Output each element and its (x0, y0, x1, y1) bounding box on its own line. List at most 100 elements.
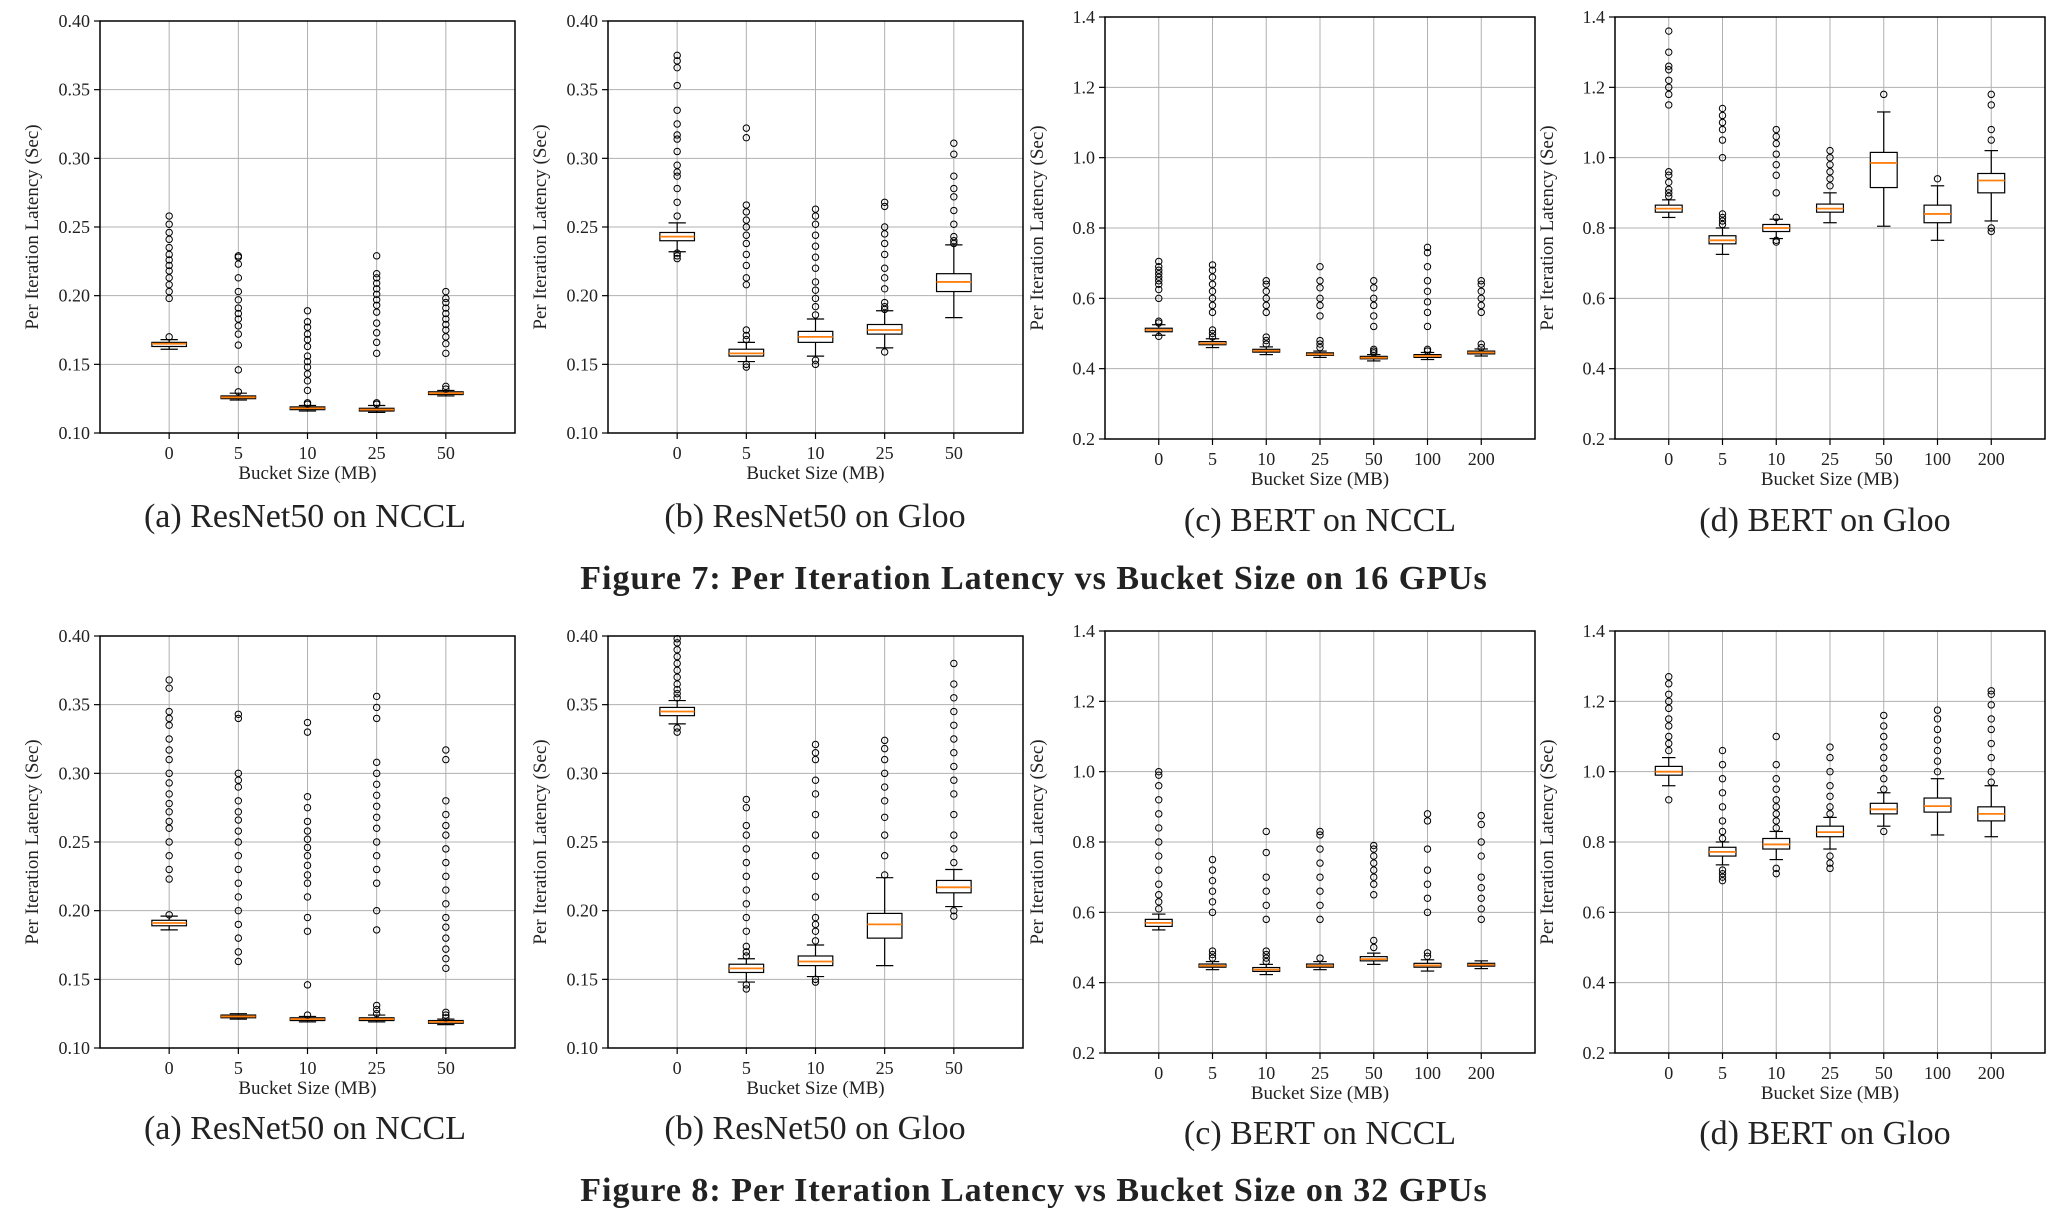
x-tick-label-0: 0 (1664, 449, 1673, 469)
box-0 (1144, 257, 1173, 341)
flier-point (303, 1011, 312, 1019)
flier-point (811, 360, 820, 369)
flier-point (880, 831, 889, 839)
chart-6: 0.2 0.4 0.6 0.8 1.0 1.2 1.4 0 5 10 25 50 100 200 Bucke… (1027, 621, 1536, 1104)
flier-point (372, 399, 381, 407)
flier-point (442, 298, 450, 307)
flier-point (165, 267, 173, 275)
flier-point (1880, 711, 1888, 720)
flier-point (1155, 891, 1163, 899)
flier-point (1423, 298, 1432, 306)
flier-point (673, 161, 681, 169)
flier-point (234, 838, 243, 846)
flier-point (1665, 178, 1673, 186)
flier-point (1262, 294, 1270, 303)
flier-point (1718, 746, 1727, 755)
flier-point (372, 296, 381, 304)
flier-point (442, 886, 450, 894)
box-25 (866, 198, 903, 356)
flier-point (303, 728, 312, 736)
y-tick-label-0: 0.2 (1073, 1043, 1096, 1063)
flier-point (1477, 905, 1485, 913)
x-tick-label-3: 25 (368, 1058, 386, 1078)
x-tick-label-4: 50 (437, 1058, 455, 1078)
x-tick-label-0: 0 (165, 1058, 174, 1078)
flier-point (880, 198, 889, 206)
flier-point (1316, 887, 1324, 895)
flier-point (165, 333, 173, 341)
y-tick-label-1: 0.4 (1583, 359, 1606, 379)
x-tick-label-1: 5 (1718, 1063, 1727, 1083)
y-tick-label-2: 0.6 (1583, 902, 1606, 922)
box-0 (151, 212, 188, 350)
flier-point (1155, 767, 1163, 776)
flier-point (1987, 224, 1995, 232)
x-axis-label: Bucket Size (MB) (1251, 1083, 1389, 1104)
flier-point (1316, 294, 1324, 303)
flier-point (303, 893, 312, 901)
y-tick-label-1: 0.15 (567, 354, 599, 374)
flier-point (1665, 66, 1673, 74)
y-axis-label: Per Iteration Latency (Sec) (22, 124, 43, 329)
flier-point (742, 821, 751, 830)
x-axis-label: Bucket Size (MB) (238, 1078, 376, 1099)
flier-point (1423, 287, 1432, 295)
flier-point (442, 934, 450, 942)
x-axis-label: Bucket Size (MB) (1761, 1083, 1899, 1104)
flier-point (1826, 792, 1834, 800)
box-5 (1198, 261, 1227, 349)
figure-8-caption: Figure 8: Per Iteration Latency vs Bucke… (580, 1172, 1488, 1209)
flier-point (950, 680, 958, 688)
flier-point (303, 827, 312, 835)
y-tick-label-4: 0.30 (567, 763, 599, 783)
y-axis-label: Per Iteration Latency (Sec) (22, 739, 43, 944)
flier-point (1880, 732, 1888, 741)
y-tick-label-6: 1.4 (1073, 621, 1096, 641)
flier-point (1262, 277, 1270, 285)
flier-point (742, 201, 751, 209)
flier-point (1155, 266, 1163, 274)
flier-point (1718, 775, 1727, 783)
flier-point (742, 124, 751, 132)
flier-point (1208, 308, 1217, 317)
flier-point (165, 911, 173, 919)
x-tick-label-2: 10 (1257, 449, 1275, 469)
box-5 (220, 710, 257, 1020)
flier-point (1370, 322, 1378, 331)
flier-point (1718, 817, 1727, 825)
box-200 (1977, 687, 2006, 838)
flier-point (1826, 864, 1834, 873)
y-tick-label-4: 0.30 (567, 148, 599, 168)
flier-point (742, 927, 751, 935)
y-tick-label-5: 1.2 (1583, 77, 1606, 97)
flier-point (673, 120, 681, 128)
flier-point (1316, 827, 1324, 836)
flier-point (1987, 767, 1995, 776)
y-tick-label-2: 0.6 (1073, 288, 1096, 308)
flier-point (442, 309, 450, 318)
flier-point (811, 790, 820, 798)
flier-point (673, 135, 681, 143)
flier-point (1718, 104, 1727, 113)
flier-point (234, 920, 243, 929)
flier-point (950, 810, 958, 819)
flier-point (950, 193, 958, 201)
subcaption-fig7-b: (b) ResNet50 on Gloo (664, 498, 966, 535)
flier-point (234, 388, 243, 396)
flier-point (1208, 954, 1217, 962)
chart-1: 0.10 0.15 0.20 0.25 0.30 0.35 0.40 0 5 10 25 50 Buck… (530, 11, 1024, 484)
flier-point (880, 797, 889, 805)
x-tick-label-3: 25 (1311, 449, 1329, 469)
flier-point (234, 879, 243, 887)
y-tick-label-0: 0.10 (567, 423, 599, 443)
flier-point (673, 198, 681, 206)
flier-point (1665, 48, 1673, 56)
flier-point (1880, 827, 1888, 836)
box-0 (1654, 673, 1683, 804)
flier-point (1208, 866, 1217, 874)
flier-point (1718, 834, 1727, 843)
flier-point (950, 232, 958, 241)
flier-point (880, 274, 889, 282)
x-tick-label-4: 50 (437, 443, 455, 463)
flier-point (165, 228, 173, 237)
